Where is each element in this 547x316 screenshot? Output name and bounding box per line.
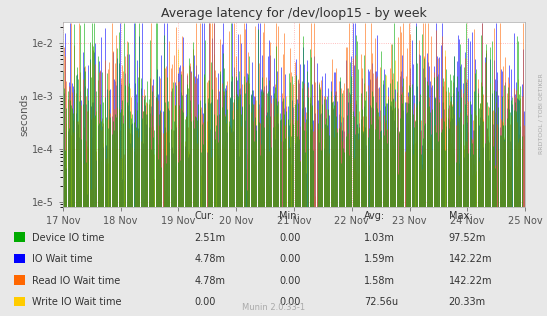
Text: 0.00: 0.00 [279,233,300,243]
Text: Cur:: Cur: [194,211,214,222]
Text: Write IO Wait time: Write IO Wait time [32,297,121,307]
Text: 1.58m: 1.58m [364,276,395,286]
Text: 2.51m: 2.51m [194,233,225,243]
Text: IO Wait time: IO Wait time [32,254,92,264]
Y-axis label: seconds: seconds [19,93,29,136]
Text: Max:: Max: [449,211,472,222]
Text: 1.59m: 1.59m [364,254,395,264]
Text: Avg:: Avg: [364,211,385,222]
Text: Device IO time: Device IO time [32,233,104,243]
Text: RRDTOOL / TOBI OETIKER: RRDTOOL / TOBI OETIKER [538,73,543,154]
Title: Average latency for /dev/loop15 - by week: Average latency for /dev/loop15 - by wee… [161,7,427,20]
Text: Read IO Wait time: Read IO Wait time [32,276,120,286]
Text: 20.33m: 20.33m [449,297,486,307]
Text: 0.00: 0.00 [194,297,216,307]
Text: 4.78m: 4.78m [194,254,225,264]
Text: 1.03m: 1.03m [364,233,394,243]
Text: 0.00: 0.00 [279,276,300,286]
Text: 142.22m: 142.22m [449,276,492,286]
Text: 4.78m: 4.78m [194,276,225,286]
Text: Munin 2.0.33-1: Munin 2.0.33-1 [242,303,305,312]
Text: 0.00: 0.00 [279,254,300,264]
Text: 142.22m: 142.22m [449,254,492,264]
Text: 72.56u: 72.56u [364,297,398,307]
Text: 0.00: 0.00 [279,297,300,307]
Text: 97.52m: 97.52m [449,233,486,243]
Text: Min:: Min: [279,211,300,222]
